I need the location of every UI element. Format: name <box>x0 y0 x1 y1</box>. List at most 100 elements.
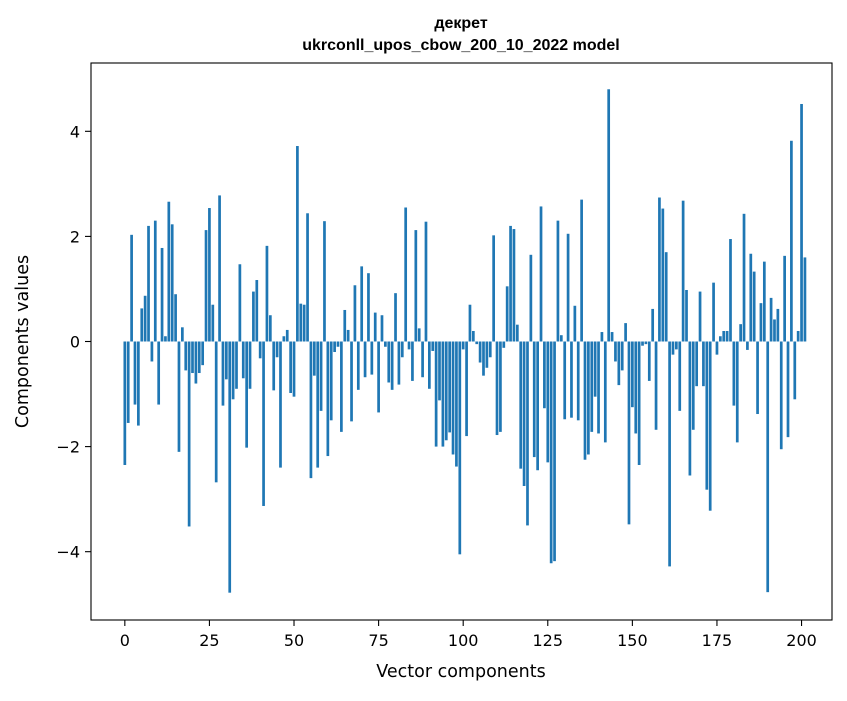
bar-30 <box>224 341 228 380</box>
bar-150 <box>631 341 634 408</box>
bar-176 <box>718 336 722 342</box>
y-axis-label: Components values <box>13 255 33 428</box>
bar-173 <box>708 341 712 511</box>
bar-74 <box>373 312 377 342</box>
bar-7 <box>147 225 150 342</box>
bar-102 <box>468 304 472 342</box>
bar-24 <box>204 230 208 342</box>
bar-86 <box>414 230 418 342</box>
bar-92 <box>434 341 438 447</box>
bar-49 <box>289 341 292 393</box>
bar-89 <box>424 221 428 342</box>
bar-13 <box>167 201 171 342</box>
bar-181 <box>735 341 739 443</box>
x-axis-ticks: 0 25 50 75 100 125 150 175 200 <box>120 620 817 650</box>
bar-2 <box>130 234 133 342</box>
bar-149 <box>627 341 631 525</box>
bar-10 <box>157 341 161 405</box>
bar-42 <box>265 245 269 342</box>
bar-191 <box>769 297 773 342</box>
bar-139 <box>593 341 597 397</box>
bar-91 <box>431 341 435 351</box>
chart-title-line-1: декрет <box>434 15 488 32</box>
bar-22 <box>197 341 201 374</box>
bar-187 <box>756 341 759 415</box>
bar-166 <box>685 290 688 342</box>
bar-169 <box>695 341 699 387</box>
bar-85 <box>411 341 414 381</box>
bar-54 <box>306 213 309 342</box>
bar-90 <box>428 341 431 389</box>
bar-198 <box>793 341 797 400</box>
bar-197 <box>790 140 793 342</box>
bar-35 <box>241 341 245 379</box>
bar-190 <box>766 341 770 593</box>
bar-67 <box>350 341 353 422</box>
y-tick-label-1: −2 <box>56 438 80 457</box>
bar-96 <box>448 341 452 433</box>
bar-174 <box>712 282 715 342</box>
bar-192 <box>773 319 776 342</box>
bar-59 <box>323 221 326 342</box>
bar-129 <box>559 335 563 342</box>
bar-135 <box>580 199 583 342</box>
bar-14 <box>170 224 174 342</box>
bar-48 <box>285 329 289 342</box>
bar-160 <box>664 252 668 342</box>
bar-66 <box>346 329 350 342</box>
bar-186 <box>752 271 756 342</box>
bar-147 <box>620 341 624 371</box>
bar-73 <box>370 341 374 375</box>
bar-9 <box>153 220 157 342</box>
bar-110 <box>495 341 499 436</box>
bar-142 <box>603 341 607 443</box>
x-tick-label-6: 150 <box>617 631 648 650</box>
bar-69 <box>356 341 360 390</box>
bar-112 <box>502 341 506 348</box>
bar-47 <box>282 336 286 342</box>
bar-167 <box>688 341 692 476</box>
bar-79 <box>390 341 394 390</box>
bar-38 <box>252 291 255 342</box>
bar-119 <box>526 341 529 526</box>
bar-40 <box>258 341 262 359</box>
y-tick-label-3: 2 <box>70 227 80 246</box>
bar-95 <box>444 341 448 441</box>
bar-189 <box>762 261 766 342</box>
bar-122 <box>536 341 539 471</box>
bar-32 <box>231 341 235 400</box>
bar-116 <box>515 324 519 342</box>
bar-series <box>123 89 807 593</box>
bar-178 <box>725 330 729 342</box>
bar-141 <box>600 332 604 342</box>
bar-165 <box>681 200 685 342</box>
y-tick-label-4: 4 <box>70 122 80 141</box>
bar-8 <box>150 341 154 362</box>
bar-168 <box>691 341 695 430</box>
bar-39 <box>255 280 259 342</box>
bar-23 <box>201 341 205 366</box>
bar-158 <box>658 197 661 342</box>
bar-29 <box>221 341 225 406</box>
bar-131 <box>566 233 570 342</box>
bar-0 <box>123 341 127 465</box>
bar-114 <box>509 225 512 342</box>
bar-28 <box>218 195 221 342</box>
bar-108 <box>488 341 492 358</box>
bar-118 <box>522 341 526 486</box>
x-tick-label-0: 0 <box>120 631 130 650</box>
bar-11 <box>160 247 164 342</box>
bar-99 <box>458 341 462 555</box>
bar-199 <box>796 330 800 342</box>
bar-61 <box>329 341 333 421</box>
bar-162 <box>671 341 675 355</box>
bar-50 <box>292 341 296 397</box>
bar-55 <box>309 341 313 479</box>
bar-58 <box>319 341 323 411</box>
bar-180 <box>732 341 736 406</box>
bar-103 <box>471 330 475 342</box>
plot-frame <box>90 62 833 621</box>
bar-1 <box>126 341 130 423</box>
